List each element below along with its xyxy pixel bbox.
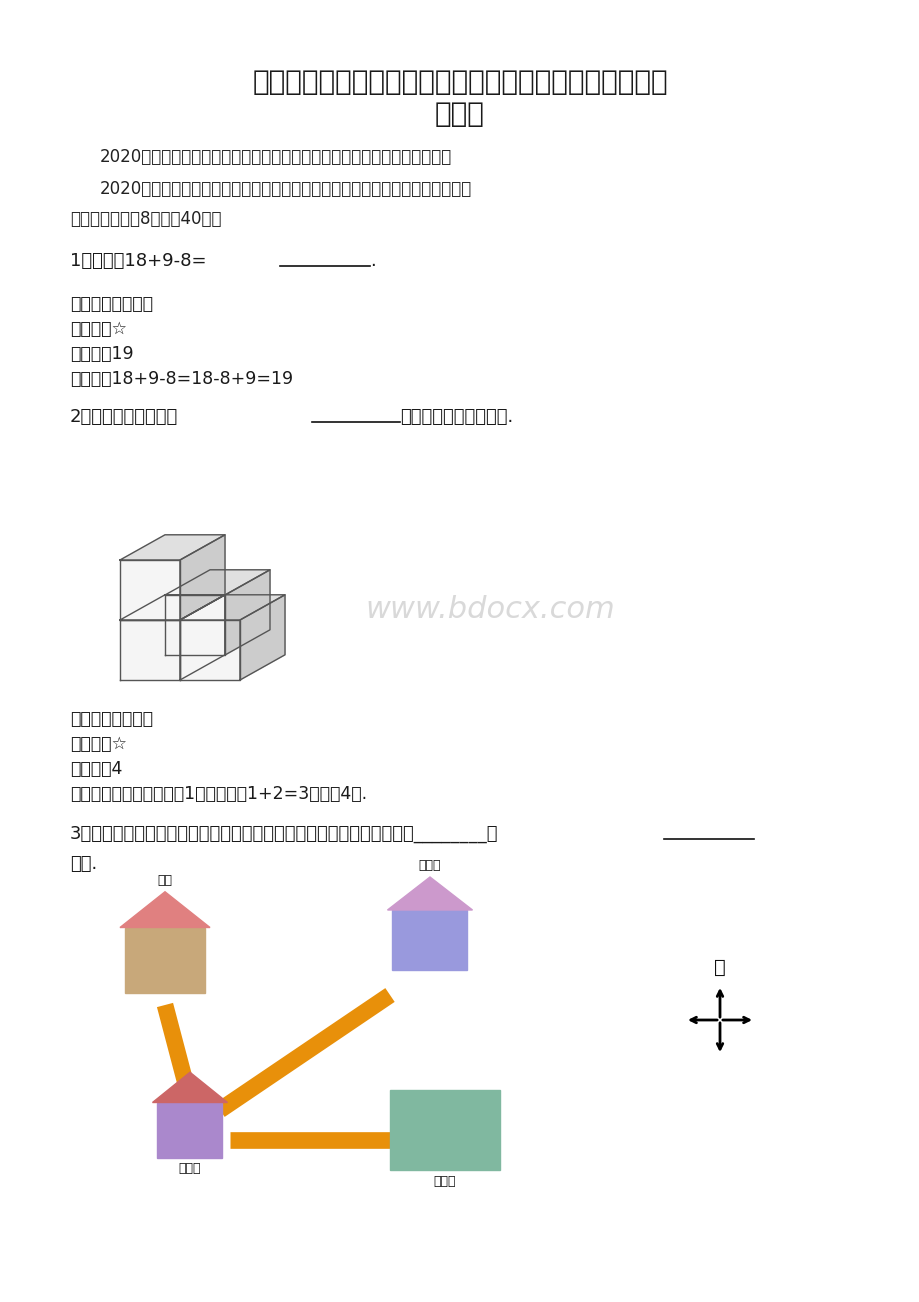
Text: .: . xyxy=(369,253,375,270)
Text: 超市: 超市 xyxy=(157,874,173,887)
Polygon shape xyxy=(387,878,472,910)
Polygon shape xyxy=(165,570,269,595)
Text: 人教版小学一年级数学下册期末综合能力测试及答案含详: 人教版小学一年级数学下册期末综合能力测试及答案含详 xyxy=(252,68,667,96)
Bar xyxy=(392,910,467,970)
Text: 3．如图，小敏想去找凡凡玩耍，那么小敏从自己家出发到凡凡家应该朝________方: 3．如图，小敏想去找凡凡玩耍，那么小敏从自己家出发到凡凡家应该朝________… xyxy=(70,825,498,842)
Text: 北: 北 xyxy=(713,958,725,976)
Text: 2020年人教版小学一年级数学下册期末综合能力测试及答案（含详细解析）: 2020年人教版小学一年级数学下册期末综合能力测试及答案（含详细解析） xyxy=(100,148,452,165)
Bar xyxy=(390,1090,499,1170)
Text: 细解析: 细解析 xyxy=(435,100,484,128)
Text: 块正方体小方块堆成的.: 块正方体小方块堆成的. xyxy=(400,408,513,426)
Text: 凡凡家: 凡凡家 xyxy=(418,859,441,872)
Polygon shape xyxy=(119,560,180,620)
Text: 基础过关（每题8分，共40分）: 基础过关（每题8分，共40分） xyxy=(70,210,221,228)
Polygon shape xyxy=(119,535,225,560)
Polygon shape xyxy=(240,595,285,680)
Polygon shape xyxy=(180,620,240,680)
Text: 2020年人教版小学一年级数学下册期末综合能力测试及答案（含详细解析）一、: 2020年人教版小学一年级数学下册期末综合能力测试及答案（含详细解析）一、 xyxy=(100,180,471,198)
Text: 向走.: 向走. xyxy=(70,855,97,874)
Text: 【答案】19: 【答案】19 xyxy=(70,345,133,363)
Text: 【考点】几何计数: 【考点】几何计数 xyxy=(70,710,153,728)
Text: 【难度】☆: 【难度】☆ xyxy=(70,736,127,753)
Polygon shape xyxy=(180,595,225,680)
Text: 【答案】4: 【答案】4 xyxy=(70,760,122,779)
Bar xyxy=(157,1103,222,1157)
Text: 游泳池: 游泳池 xyxy=(433,1174,456,1187)
Text: 2．数一数，下图是由: 2．数一数，下图是由 xyxy=(70,408,178,426)
Polygon shape xyxy=(119,620,180,680)
Polygon shape xyxy=(153,1073,227,1103)
Text: 【考点】凑整巧算: 【考点】凑整巧算 xyxy=(70,296,153,312)
Text: 【难度】☆: 【难度】☆ xyxy=(70,320,127,339)
Polygon shape xyxy=(180,595,285,620)
Bar xyxy=(125,927,205,992)
Polygon shape xyxy=(119,595,225,620)
Text: 【解析】18+9-8=18-8+9=19: 【解析】18+9-8=18-8+9=19 xyxy=(70,370,293,388)
Text: 1．计算：18+9-8=: 1．计算：18+9-8= xyxy=(70,253,206,270)
Polygon shape xyxy=(180,535,225,620)
Polygon shape xyxy=(165,595,225,655)
Text: 小敏家: 小敏家 xyxy=(178,1163,201,1176)
Text: www.bdocx.com: www.bdocx.com xyxy=(365,595,614,625)
Polygon shape xyxy=(225,570,269,655)
Text: 【解析】分层计算第一层1块，第二层1+2=3块，共4块.: 【解析】分层计算第一层1块，第二层1+2=3块，共4块. xyxy=(70,785,367,803)
Polygon shape xyxy=(119,892,210,927)
